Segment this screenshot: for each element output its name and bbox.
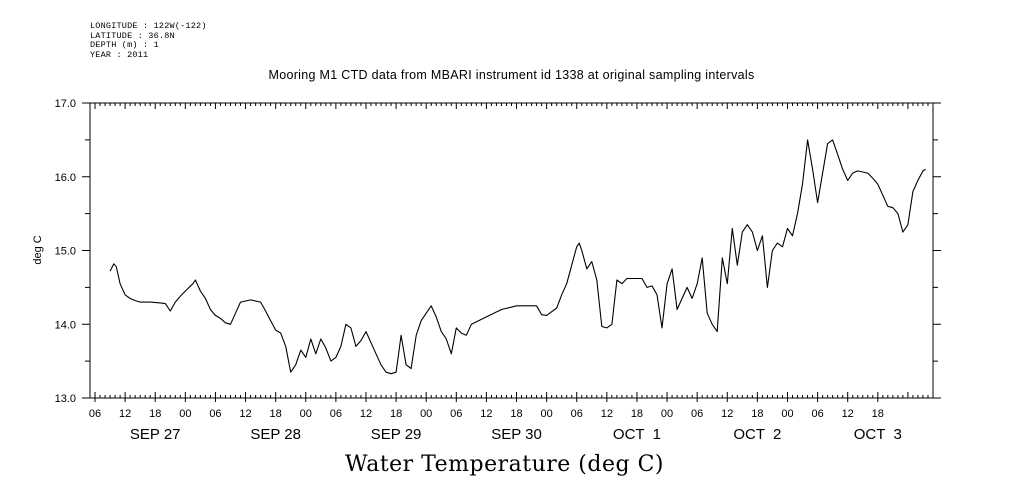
- y-axis-label: deg C: [32, 235, 44, 264]
- x-date-label: OCT 1: [613, 426, 661, 443]
- x-date-label: OCT 2: [733, 426, 781, 443]
- chart-title: Mooring M1 CTD data from MBARI instrumen…: [268, 68, 755, 82]
- x-tick-label: 00: [420, 408, 432, 420]
- x-tick-label: 06: [691, 408, 703, 420]
- x-tick-label: 00: [781, 408, 793, 420]
- x-tick-label: 12: [119, 408, 131, 420]
- x-tick-label: 12: [601, 408, 613, 420]
- x-date-label: SEP 28: [250, 426, 301, 443]
- depth-label: DEPTH (m) : 1: [90, 40, 159, 50]
- x-axis-label: Water Temperature (deg C): [345, 452, 664, 477]
- y-tick-label: 15.0: [55, 246, 76, 258]
- x-tick-label: 00: [661, 408, 673, 420]
- series-group: [109, 139, 926, 375]
- x-tick-label: 12: [721, 408, 733, 420]
- x-tick-label: 12: [480, 408, 492, 420]
- series-line: [109, 139, 926, 375]
- x-tick-label: 18: [149, 408, 161, 420]
- x-tick-label: 06: [209, 408, 221, 420]
- x-tick-label: 18: [390, 408, 402, 420]
- x-tick-label: 00: [179, 408, 191, 420]
- x-date-label: OCT 3: [854, 426, 902, 443]
- metadata-block: LONGITUDE : 122W(-122) LATITUDE : 36.8N …: [90, 21, 207, 60]
- x-tick-label: 18: [510, 408, 522, 420]
- y-tick-label: 16.0: [55, 172, 76, 184]
- x-tick-label: 18: [872, 408, 884, 420]
- tick-label-group: 06 12 18 00 06 12 18 00 06 12 18 00 06 12 18 00 06 12 18 00…: [55, 98, 902, 443]
- year-label: YEAR : 2011: [90, 49, 149, 60]
- x-tick-label: 00: [541, 408, 553, 420]
- x-date-label: SEP 27: [130, 426, 181, 443]
- x-tick-label: 12: [239, 408, 251, 420]
- x-tick-label: 18: [631, 408, 643, 420]
- y-tick-label: 14.0: [55, 319, 76, 331]
- longitude-label: LONGITUDE : 122W(-122): [90, 21, 207, 31]
- x-date-label: SEP 29: [371, 426, 422, 443]
- x-tick-label: 06: [89, 408, 101, 420]
- x-tick-label: 06: [330, 408, 342, 420]
- x-date-label: SEP 30: [491, 426, 542, 443]
- x-tick-label: 06: [811, 408, 823, 420]
- y-tick-label: 13.0: [55, 393, 76, 405]
- x-tick-label: 06: [450, 408, 462, 420]
- x-tick-label: 18: [751, 408, 763, 420]
- tick-group: [82, 102, 941, 402]
- x-tick-label: 00: [300, 408, 312, 420]
- x-tick-label: 06: [571, 408, 583, 420]
- latitude-label: LATITUDE : 36.8N: [90, 30, 175, 41]
- x-tick-label: 12: [360, 408, 372, 420]
- x-tick-label: 12: [842, 408, 854, 420]
- y-tick-label: 17.0: [55, 98, 76, 110]
- x-tick-label: 18: [270, 408, 282, 420]
